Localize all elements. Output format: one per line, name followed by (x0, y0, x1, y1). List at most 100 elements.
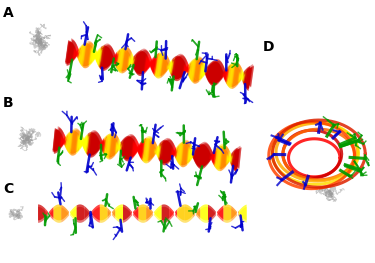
Polygon shape (180, 142, 188, 164)
Polygon shape (98, 46, 105, 64)
Polygon shape (65, 41, 73, 62)
Polygon shape (189, 60, 196, 81)
Polygon shape (156, 54, 164, 76)
Polygon shape (150, 56, 158, 74)
Polygon shape (162, 139, 170, 161)
Polygon shape (226, 153, 232, 164)
Polygon shape (98, 138, 104, 151)
Polygon shape (65, 132, 72, 153)
Polygon shape (191, 58, 199, 80)
Polygon shape (210, 150, 217, 164)
Polygon shape (209, 149, 215, 163)
Polygon shape (183, 140, 190, 162)
Polygon shape (241, 70, 248, 81)
Polygon shape (189, 60, 197, 81)
Polygon shape (206, 145, 213, 165)
Polygon shape (214, 147, 221, 169)
Polygon shape (167, 140, 174, 162)
Polygon shape (246, 64, 253, 85)
Polygon shape (95, 50, 102, 68)
Polygon shape (115, 141, 122, 153)
Polygon shape (164, 141, 172, 163)
Polygon shape (222, 70, 229, 84)
Polygon shape (87, 134, 94, 155)
Polygon shape (215, 147, 222, 169)
Polygon shape (111, 55, 118, 68)
Polygon shape (86, 132, 94, 154)
Polygon shape (158, 53, 166, 75)
Polygon shape (157, 51, 165, 73)
Polygon shape (132, 140, 138, 157)
Polygon shape (199, 65, 206, 82)
Polygon shape (196, 144, 204, 165)
Polygon shape (210, 62, 218, 84)
Polygon shape (176, 143, 183, 165)
Polygon shape (192, 58, 200, 80)
Polygon shape (120, 136, 127, 157)
Polygon shape (128, 55, 134, 67)
Polygon shape (148, 140, 154, 161)
Polygon shape (218, 62, 225, 82)
Polygon shape (64, 132, 71, 153)
Polygon shape (228, 65, 236, 87)
Polygon shape (105, 48, 112, 68)
Polygon shape (215, 64, 222, 84)
Polygon shape (93, 134, 100, 155)
Polygon shape (83, 137, 89, 155)
Polygon shape (206, 63, 213, 82)
Polygon shape (210, 62, 218, 84)
Polygon shape (114, 52, 121, 65)
Polygon shape (133, 52, 141, 73)
Polygon shape (120, 137, 127, 158)
Polygon shape (123, 207, 131, 223)
Polygon shape (145, 137, 153, 159)
Polygon shape (225, 63, 234, 85)
Polygon shape (72, 47, 80, 60)
Polygon shape (69, 208, 77, 222)
Polygon shape (60, 135, 66, 148)
Polygon shape (122, 138, 129, 159)
Polygon shape (213, 60, 221, 82)
Polygon shape (131, 140, 138, 158)
Polygon shape (225, 151, 231, 163)
Polygon shape (98, 138, 104, 151)
Polygon shape (198, 147, 205, 169)
Polygon shape (183, 63, 190, 75)
Polygon shape (188, 146, 194, 163)
Polygon shape (77, 45, 85, 66)
Polygon shape (136, 50, 144, 71)
Polygon shape (159, 54, 166, 74)
Polygon shape (76, 134, 82, 152)
Polygon shape (54, 204, 61, 220)
Polygon shape (61, 207, 69, 222)
Polygon shape (103, 134, 110, 156)
Polygon shape (224, 207, 231, 223)
Polygon shape (98, 47, 105, 65)
Polygon shape (109, 136, 116, 158)
Polygon shape (100, 136, 107, 149)
Polygon shape (201, 144, 208, 166)
Polygon shape (137, 51, 145, 73)
Polygon shape (163, 54, 170, 75)
Polygon shape (112, 53, 119, 66)
Polygon shape (239, 71, 246, 82)
Polygon shape (54, 130, 61, 152)
Polygon shape (99, 139, 105, 153)
Polygon shape (63, 133, 69, 146)
Polygon shape (83, 135, 89, 153)
Polygon shape (212, 149, 219, 163)
Polygon shape (129, 55, 135, 67)
Polygon shape (60, 135, 67, 147)
Polygon shape (199, 145, 206, 167)
Polygon shape (107, 134, 114, 156)
Polygon shape (230, 64, 238, 85)
Polygon shape (102, 45, 111, 67)
Polygon shape (154, 54, 162, 76)
Polygon shape (108, 208, 115, 217)
Polygon shape (78, 45, 86, 65)
Polygon shape (194, 59, 201, 81)
Polygon shape (116, 48, 123, 70)
Polygon shape (70, 132, 78, 153)
Polygon shape (220, 147, 227, 169)
Polygon shape (232, 65, 240, 87)
